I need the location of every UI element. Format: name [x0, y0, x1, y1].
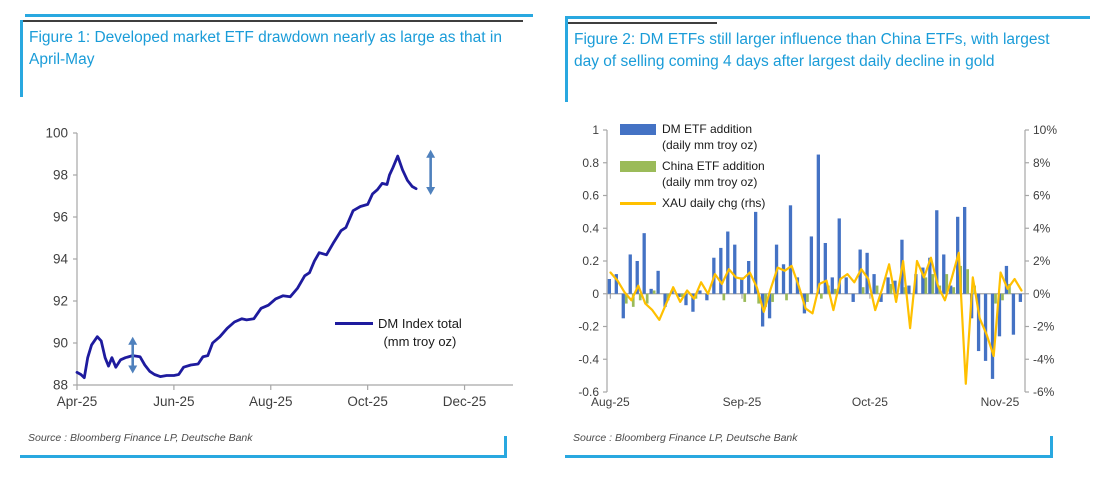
- fig1-axes: [73, 132, 513, 390]
- right-y-tick-label: 2%: [1033, 254, 1051, 268]
- left-y-tick-label: -0.4: [578, 352, 599, 366]
- dm-index-legend-line1: DM Index total: [378, 316, 462, 331]
- drawdown-double-arrow: [128, 336, 138, 374]
- dm-etf-swatch: [620, 124, 656, 135]
- left-y-tick-label: 0: [592, 287, 599, 301]
- y-tick-label: 98: [53, 168, 68, 183]
- xau-legend-label: XAU daily chg (rhs): [662, 196, 765, 212]
- xau-daily-change-line: [609, 251, 1023, 385]
- china-etf-bars: [624, 265, 1011, 307]
- figure-1-bottom-rule: [20, 455, 506, 458]
- figure-1-top-rule: [25, 14, 533, 17]
- x-tick-label: Jun-25: [153, 394, 194, 409]
- right-y-tick-label: 10%: [1033, 123, 1057, 137]
- figure-1-header-rule: [20, 20, 523, 22]
- dm-index-legend-line2: (mm troy oz): [383, 333, 457, 349]
- figure-2-bottom-rule: [565, 455, 1052, 458]
- figure-2-legend: DM ETF addition (daily mm troy oz) China…: [620, 122, 765, 218]
- month-tick-label: Oct-25: [852, 395, 888, 409]
- dm-index-legend-label: DM Index total (mm troy oz): [378, 315, 462, 350]
- left-y-tick-label: 0.2: [582, 254, 599, 268]
- figure-2-source: Source : Bloomberg Finance LP, Deutsche …: [573, 432, 798, 444]
- dm-index-line: [75, 154, 418, 380]
- legend-item-dm-etf: DM ETF addition (daily mm troy oz): [620, 122, 765, 153]
- figure-1-panel: Figure 1: Developed market ETF drawdown …: [20, 8, 533, 470]
- xau-line-swatch: [620, 202, 656, 206]
- dm-index-chart-svg: 88 90 92 94 96 98 100 Apr-25 Jun-25 Aug-25 Oct-25 D…: [45, 126, 513, 409]
- dm-index-line-swatch: [335, 322, 373, 326]
- left-y-tick-label: 1: [592, 123, 599, 137]
- dm-etf-legend-label: DM ETF addition (daily mm troy oz): [662, 122, 757, 153]
- figure-2-chart: -0.6 -0.4 -0.2 0 0.2 0.4 0.6 0.8 1 -6% -4% -2% 0% 2% 4…: [565, 112, 1108, 412]
- figure-2-title: Figure 2: DM ETFs still larger influence…: [574, 31, 1050, 70]
- dm-etf-legend-line2: (daily mm troy oz): [662, 137, 758, 152]
- left-y-tick-label: -0.2: [578, 320, 599, 334]
- y-tick-label: 88: [53, 378, 68, 393]
- right-y-tick-label: -6%: [1033, 385, 1055, 399]
- y-tick-label: 90: [53, 336, 68, 351]
- right-y-tick-label: -4%: [1033, 352, 1055, 366]
- figure-1-legend: DM Index total (mm troy oz): [335, 315, 462, 350]
- china-etf-legend-label: China ETF addition (daily mm troy oz): [662, 159, 765, 190]
- figure-1-corner-tick: [504, 436, 507, 458]
- china-etf-legend-line2: (daily mm troy oz): [662, 174, 758, 189]
- left-y-tick-label: 0.4: [582, 221, 599, 235]
- china-etf-legend-line1: China ETF addition: [662, 159, 765, 174]
- figure-2-panel: Figure 2: DM ETFs still larger influence…: [565, 8, 1093, 470]
- month-tick-label: Nov-25: [981, 395, 1020, 409]
- left-y-tick-label: 0.8: [582, 156, 599, 170]
- left-y-tick-label: -0.6: [578, 385, 599, 399]
- month-tick-label: Sep-25: [723, 395, 762, 409]
- drawdown-double-arrow: [426, 149, 436, 195]
- right-y-tick-label: -2%: [1033, 320, 1055, 334]
- y-tick-label: 92: [53, 294, 68, 309]
- left-y-tick-label: 0.6: [582, 189, 599, 203]
- y-tick-label: 96: [53, 210, 68, 225]
- y-tick-label: 94: [53, 252, 69, 267]
- legend-item-xau: XAU daily chg (rhs): [620, 196, 765, 212]
- right-y-tick-label: 8%: [1033, 156, 1051, 170]
- right-y-tick-label: 6%: [1033, 189, 1051, 203]
- xau-legend-line1: XAU daily chg (rhs): [662, 196, 766, 211]
- right-y-tick-label: 0%: [1033, 287, 1051, 301]
- figure-2-title-bar: [565, 16, 568, 102]
- x-tick-label: Oct-25: [347, 394, 388, 409]
- figure-2-header-rule: [565, 22, 717, 24]
- month-tick-label: Aug-25: [591, 395, 630, 409]
- etf-flows-chart-svg: -0.6 -0.4 -0.2 0 0.2 0.4 0.6 0.8 1 -6% -4% -2% 0% 2% 4…: [578, 123, 1057, 409]
- x-tick-label: Aug-25: [249, 394, 293, 409]
- figure-2-top-rule: [565, 16, 1090, 19]
- figure-1-source: Source : Bloomberg Finance LP, Deutsche …: [28, 432, 253, 444]
- right-y-tick-label: 4%: [1033, 221, 1051, 235]
- figure-1-title: Figure 1: Developed market ETF drawdown …: [29, 29, 502, 68]
- x-tick-label: Dec-25: [443, 394, 487, 409]
- y-tick-label: 100: [45, 126, 68, 141]
- figure-1-chart: 88 90 92 94 96 98 100 Apr-25 Jun-25 Aug-25 Oct-25 D…: [25, 105, 530, 420]
- legend-item-china-etf: China ETF addition (daily mm troy oz): [620, 159, 765, 190]
- figure-2-corner-tick: [1050, 436, 1053, 458]
- dm-etf-legend-line1: DM ETF addition: [662, 122, 753, 136]
- figure-1-title-bar: [20, 20, 23, 97]
- china-etf-swatch: [620, 161, 656, 173]
- x-tick-label: Apr-25: [57, 394, 98, 409]
